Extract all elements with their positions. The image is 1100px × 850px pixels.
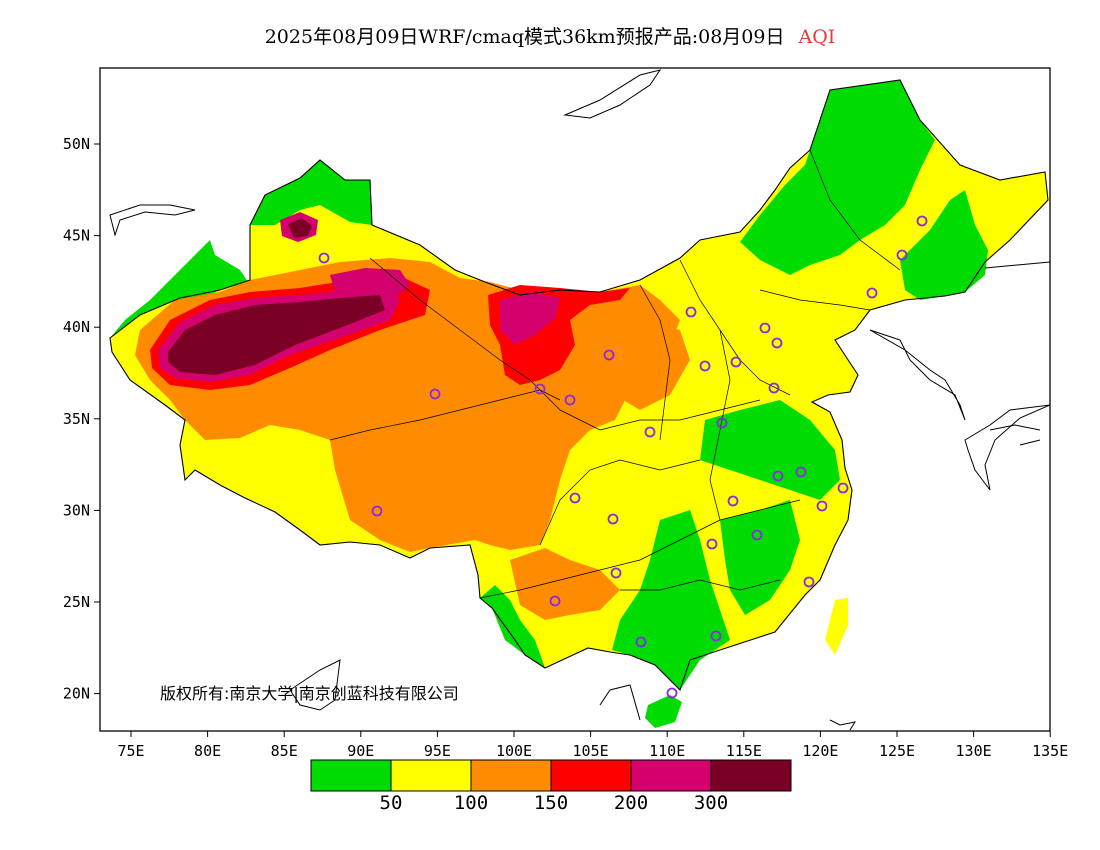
map-frame	[99, 67, 1051, 732]
y-tick-label: 40N	[63, 318, 90, 336]
station-marker	[803, 576, 815, 588]
x-tick-label: 110E	[649, 742, 685, 760]
station-marker	[795, 466, 807, 478]
colorbar-swatch	[710, 759, 792, 792]
x-tick-label: 80E	[194, 742, 221, 760]
aqi-region-green-hainan	[645, 695, 682, 728]
colorbar-swatch	[470, 759, 552, 792]
station-markers	[318, 215, 928, 699]
y-tick-label: 25N	[63, 593, 90, 611]
x-tick-label: 135E	[1032, 742, 1068, 760]
station-marker	[371, 505, 383, 517]
station-marker	[549, 595, 561, 607]
colorbar-label: 200	[613, 792, 649, 814]
station-marker	[759, 322, 771, 334]
x-tick-label: 75E	[117, 742, 144, 760]
x-tick-label: 130E	[956, 742, 992, 760]
aqi-region-green-south	[612, 510, 730, 690]
station-marker	[699, 360, 711, 372]
china-border	[109, 79, 1049, 692]
x-tick-label: 125E	[879, 742, 915, 760]
station-marker	[564, 394, 576, 406]
x-tick-label: 115E	[726, 742, 762, 760]
aqi-region-green-west	[110, 240, 248, 338]
aqi-region-green-southeast	[720, 500, 800, 615]
colorbar-swatch	[550, 759, 632, 792]
y-tick-label: 30N	[63, 501, 90, 519]
station-marker	[727, 495, 739, 507]
title-variable: AQI	[798, 26, 836, 48]
aqi-region-green-xinjiang-north	[250, 160, 372, 225]
aqi-region-maroon-tarim	[168, 295, 385, 375]
station-marker	[666, 687, 678, 699]
station-marker	[772, 470, 784, 482]
station-marker	[603, 349, 615, 361]
aqi-region-yellow-taiwan	[825, 598, 848, 655]
station-marker	[429, 388, 441, 400]
y-tick-label: 45N	[63, 227, 90, 245]
station-marker	[706, 538, 718, 550]
aqi-region-green-northeast	[740, 80, 935, 275]
aqi-colorbar	[310, 759, 792, 792]
colorbar-swatch	[310, 759, 392, 792]
other-coastlines	[109, 69, 1050, 731]
x-tick-label: 95E	[424, 742, 451, 760]
colorbar-swatch	[390, 759, 472, 792]
station-marker	[916, 215, 928, 227]
station-marker	[896, 249, 908, 261]
aqi-region-orange-central	[600, 320, 690, 410]
x-tick-label: 120E	[802, 742, 838, 760]
x-tick-label: 90E	[347, 742, 374, 760]
station-marker	[569, 492, 581, 504]
station-marker	[768, 382, 780, 394]
x-tick-label: 105E	[573, 742, 609, 760]
station-marker	[635, 636, 647, 648]
x-axis: 75E 80E 85E 90E 95E 100E 105E 110E 115E 120E 125E 1…	[117, 731, 1068, 760]
station-marker	[607, 513, 619, 525]
station-marker	[644, 426, 656, 438]
aqi-region-magenta-turpan	[330, 268, 410, 300]
province-boundaries	[329, 149, 901, 599]
station-marker	[771, 337, 783, 349]
colorbar-swatch	[630, 759, 712, 792]
aqi-region-orange-sichuan	[510, 548, 620, 620]
copyright-text: 版权所有:南京大学|南京创蓝科技有限公司	[160, 684, 459, 703]
aqi-region-maroon-northwest	[288, 218, 312, 238]
map-content	[109, 69, 1050, 731]
map-title: 2025年08月09日WRF/cmaq模式36km预报产品:08月09日 AQI	[0, 22, 1100, 49]
x-tick-label: 85E	[271, 742, 298, 760]
x-tick-label: 100E	[496, 742, 532, 760]
y-tick-label: 50N	[63, 135, 90, 153]
station-marker	[610, 567, 622, 579]
aqi-region-green-southwest	[480, 585, 545, 668]
station-marker	[730, 356, 742, 368]
station-marker	[534, 383, 546, 395]
aqi-region-magenta-north	[500, 292, 560, 345]
aqi-region-green-east	[900, 190, 988, 300]
station-marker	[866, 287, 878, 299]
colorbar-label: 150	[533, 792, 569, 814]
station-marker	[816, 500, 828, 512]
station-marker	[716, 417, 728, 429]
station-marker	[318, 252, 330, 264]
station-marker	[837, 482, 849, 494]
y-tick-label: 35N	[63, 410, 90, 428]
y-tick-label: 20N	[63, 685, 90, 703]
y-axis: 50N 45N 40N 35N 30N 25N 20N	[63, 135, 100, 703]
title-main: 2025年08月09日WRF/cmaq模式36km预报产品:08月09日	[264, 26, 785, 48]
colorbar-label: 100	[453, 792, 489, 814]
colorbar-label: 50	[379, 792, 403, 814]
station-marker	[685, 306, 697, 318]
station-marker	[751, 529, 763, 541]
station-marker	[710, 630, 722, 642]
colorbar-label: 300	[693, 792, 729, 814]
